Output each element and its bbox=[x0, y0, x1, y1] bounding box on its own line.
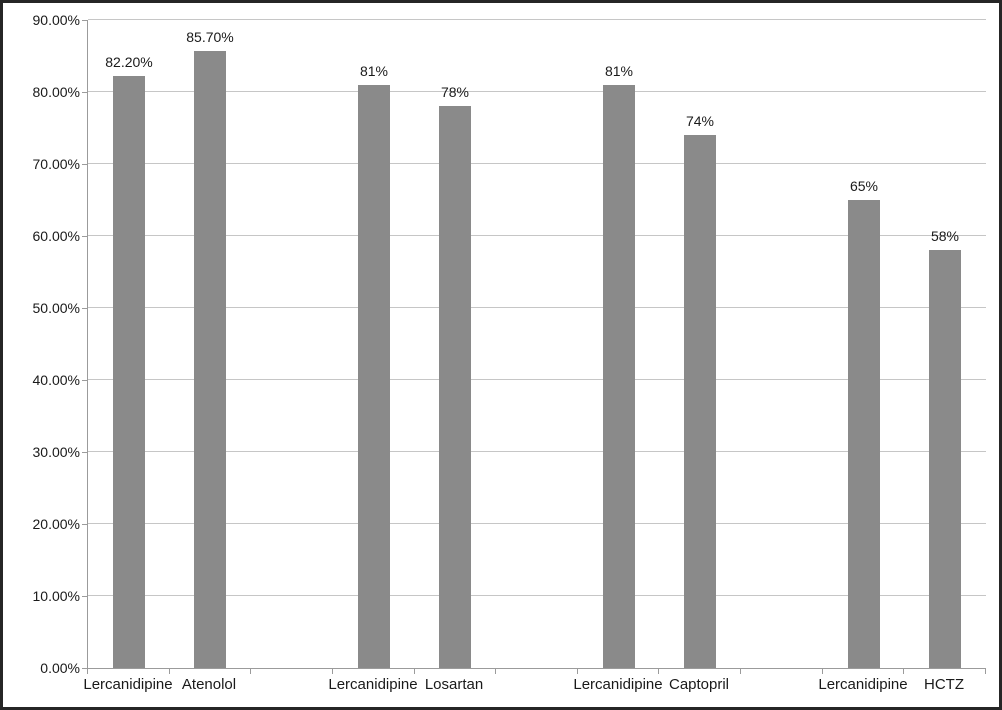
y-axis-tick-mark bbox=[82, 668, 87, 669]
x-axis-tick-mark bbox=[250, 669, 251, 674]
plot-area: 82.20% 85.70% 81% 78% 81% 74% 65% 58% bbox=[87, 19, 986, 669]
y-axis-tick-label: 50.00% bbox=[32, 300, 80, 316]
gridline bbox=[88, 19, 986, 20]
bar-captopril bbox=[684, 135, 716, 668]
x-axis-category-label: Captopril bbox=[668, 676, 730, 693]
bar-value-label: 82.20% bbox=[105, 54, 153, 70]
bar-value-label: 78% bbox=[440, 84, 470, 100]
y-axis-tick-label: 0.00% bbox=[40, 660, 80, 676]
y-axis-tick-mark bbox=[82, 236, 87, 237]
gridline bbox=[88, 523, 986, 524]
x-axis-tick-mark bbox=[495, 669, 496, 674]
y-axis-tick-mark bbox=[82, 164, 87, 165]
bar-value-label: 81% bbox=[604, 63, 634, 79]
gridline bbox=[88, 163, 986, 164]
y-axis-tick-mark bbox=[82, 596, 87, 597]
y-axis-tick-label: 60.00% bbox=[32, 228, 80, 244]
bar-hctz bbox=[929, 250, 961, 668]
y-axis-tick-mark bbox=[82, 452, 87, 453]
bar-value-label: 85.70% bbox=[186, 29, 234, 45]
y-axis-tick-label: 20.00% bbox=[32, 516, 80, 532]
gridline bbox=[88, 307, 986, 308]
x-axis-tick-mark bbox=[658, 669, 659, 674]
x-axis-tick-mark bbox=[169, 669, 170, 674]
bar-losartan bbox=[439, 106, 471, 668]
x-axis-tick-mark bbox=[740, 669, 741, 674]
bar-value-label: 65% bbox=[849, 178, 879, 194]
bar-lercanidipine bbox=[848, 200, 880, 668]
gridline bbox=[88, 379, 986, 380]
y-axis-tick-label: 70.00% bbox=[32, 156, 80, 172]
bar-lercanidipine bbox=[358, 85, 390, 668]
bar-value-label: 74% bbox=[685, 113, 715, 129]
x-axis-category-label: Losartan bbox=[424, 676, 484, 693]
y-axis-tick-mark bbox=[82, 308, 87, 309]
x-axis-tick-mark bbox=[332, 669, 333, 674]
x-axis-tick-mark bbox=[414, 669, 415, 674]
bar-value-label: 58% bbox=[930, 228, 960, 244]
gridline bbox=[88, 451, 986, 452]
y-axis-tick-label: 30.00% bbox=[32, 444, 80, 460]
x-axis-tick-mark bbox=[87, 669, 88, 674]
bar-atenolol bbox=[194, 51, 226, 668]
gridline bbox=[88, 91, 986, 92]
gridline bbox=[88, 595, 986, 596]
x-axis-tick-mark bbox=[985, 669, 986, 674]
x-axis-category-label: Lercanidipine bbox=[818, 676, 908, 693]
x-axis-category-label: Lercanidipine bbox=[83, 676, 173, 693]
y-axis-tick-mark bbox=[82, 524, 87, 525]
bar-lercanidipine bbox=[113, 76, 145, 668]
x-axis-category-label: Lercanidipine bbox=[573, 676, 663, 693]
y-axis-tick-label: 10.00% bbox=[32, 588, 80, 604]
x-axis-category-label: Atenolol bbox=[181, 676, 237, 693]
y-axis-tick-label: 80.00% bbox=[32, 84, 80, 100]
x-axis-tick-mark bbox=[903, 669, 904, 674]
x-axis-category-label: HCTZ bbox=[924, 676, 964, 693]
y-axis-tick-mark bbox=[82, 92, 87, 93]
bar-lercanidipine bbox=[603, 85, 635, 668]
x-axis-tick-mark bbox=[822, 669, 823, 674]
y-axis-tick-label: 40.00% bbox=[32, 372, 80, 388]
x-axis-tick-mark bbox=[577, 669, 578, 674]
x-axis-category-label: Lercanidipine bbox=[328, 676, 418, 693]
bar-value-label: 81% bbox=[359, 63, 389, 79]
gridline bbox=[88, 235, 986, 236]
y-axis-tick-mark bbox=[82, 380, 87, 381]
y-axis-tick-mark bbox=[82, 20, 87, 21]
y-axis-tick-label: 90.00% bbox=[32, 12, 80, 28]
